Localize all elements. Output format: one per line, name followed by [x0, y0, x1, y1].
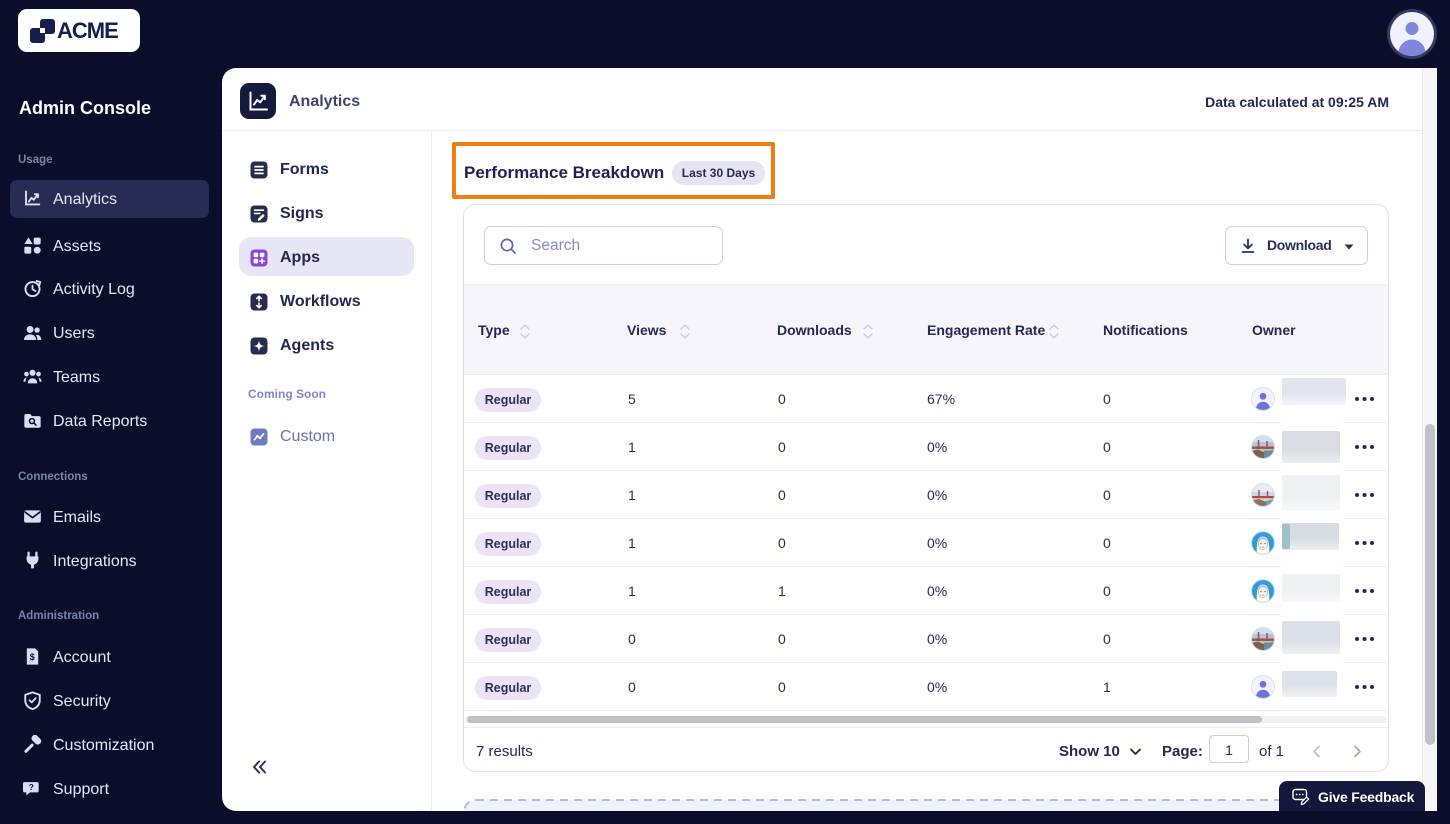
svg-text:$: $ — [30, 652, 35, 662]
svg-text:?: ? — [29, 782, 34, 792]
